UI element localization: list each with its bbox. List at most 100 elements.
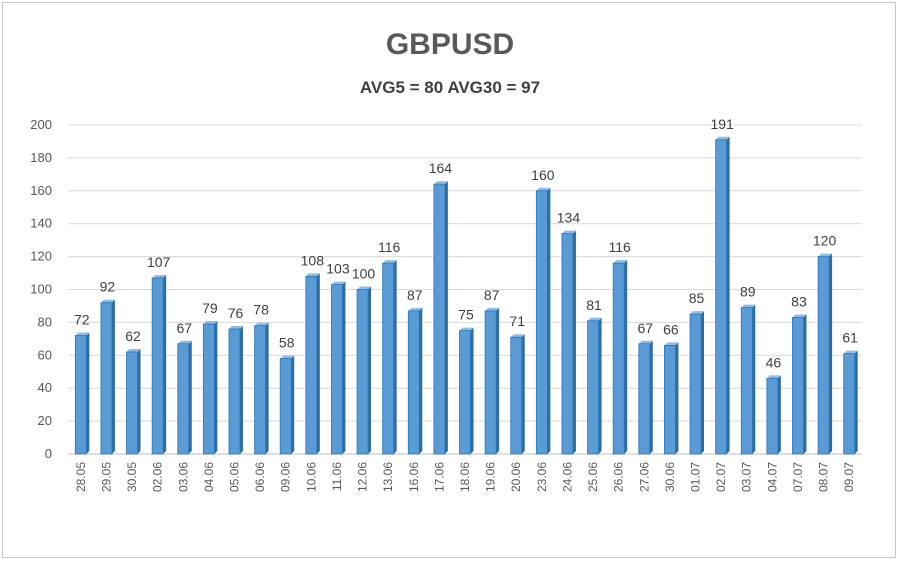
bar-front	[715, 139, 728, 455]
bar-front	[740, 307, 753, 455]
y-tick-label: 80	[38, 314, 52, 329]
bar-side	[111, 299, 115, 454]
bar-side	[316, 273, 320, 454]
bar-front	[664, 345, 676, 455]
x-tick-label: 17.06	[432, 462, 446, 492]
x-tick-label: 12.06	[356, 462, 370, 492]
bar-front	[228, 328, 241, 455]
x-tick-label: 07.07	[791, 462, 805, 492]
bar	[459, 327, 474, 455]
y-tick-label: 160	[30, 183, 52, 198]
x-tick-label: 24.06	[560, 462, 574, 492]
bar-top	[280, 355, 295, 359]
bar-side	[598, 317, 602, 454]
bar-front	[254, 325, 266, 455]
data-label: 61	[842, 330, 858, 346]
bar-top	[357, 286, 372, 290]
data-label: 67	[638, 320, 654, 336]
bar-top	[741, 304, 756, 308]
x-tick-label: 25.06	[586, 462, 600, 492]
bar-side	[265, 322, 269, 454]
bar-side	[137, 349, 141, 454]
bar-top	[331, 281, 346, 285]
bar-side	[444, 181, 448, 454]
bar	[433, 181, 448, 455]
bar-side	[675, 342, 679, 454]
bar	[126, 349, 141, 455]
bar-top	[613, 260, 628, 264]
bar-top	[382, 260, 397, 264]
bar-front	[126, 351, 138, 455]
bar-side	[752, 304, 756, 454]
x-tick-label: 10.06	[304, 462, 318, 492]
bar-front	[331, 284, 343, 455]
data-label: 78	[253, 302, 269, 318]
bar-top	[126, 349, 141, 353]
data-label: 134	[557, 210, 581, 226]
data-label: 87	[407, 287, 423, 303]
x-tick-label: 02.07	[714, 462, 728, 492]
bar-top	[228, 325, 243, 329]
x-tick-label: 30.05	[125, 462, 139, 492]
bar-side	[572, 230, 576, 454]
bar-top	[638, 340, 653, 344]
bar	[766, 375, 781, 455]
data-label: 87	[484, 287, 500, 303]
bar-side	[521, 334, 525, 454]
bar-front	[305, 275, 318, 455]
x-tick-label: 06.06	[253, 462, 267, 492]
x-tick-label: 08.07	[817, 462, 831, 492]
data-label: 164	[429, 160, 453, 176]
bar	[100, 299, 115, 455]
bar-top	[766, 375, 781, 379]
bar-side	[649, 340, 653, 454]
bar-front	[587, 320, 599, 455]
bar	[305, 273, 320, 455]
bar	[664, 342, 679, 455]
data-label: 72	[74, 312, 90, 328]
bar-top	[459, 327, 474, 331]
chart-title: GBPUSD	[385, 28, 515, 61]
data-label: 58	[279, 335, 295, 351]
bar	[561, 230, 576, 455]
x-tick-label: 04.06	[202, 462, 216, 492]
data-label: 108	[301, 252, 325, 268]
bar-front	[792, 317, 804, 455]
x-tick-label: 03.06	[176, 462, 190, 492]
x-tick-label: 13.06	[381, 462, 395, 492]
y-tick-label: 60	[38, 347, 52, 362]
bar-top	[818, 253, 833, 257]
data-label: 116	[609, 239, 632, 255]
bar-top	[75, 332, 90, 336]
x-tick-label: 26.06	[612, 462, 626, 492]
bar-front	[202, 323, 215, 455]
bar	[792, 314, 807, 455]
bar-side	[777, 375, 781, 454]
x-tick-label: 29.05	[99, 462, 113, 492]
data-label: 75	[458, 307, 474, 323]
bar-side	[163, 274, 167, 454]
x-tick-label: 11.06	[330, 462, 344, 491]
bar	[228, 325, 243, 455]
data-label: 160	[531, 167, 555, 183]
x-tick-label: 01.07	[689, 462, 703, 492]
y-tick-label: 100	[30, 282, 52, 297]
bars	[74, 136, 858, 455]
bar	[715, 136, 730, 455]
bar	[279, 355, 295, 455]
y-tick-label: 120	[30, 249, 52, 264]
data-label: 83	[791, 293, 807, 309]
bar-side	[239, 325, 243, 454]
bar	[587, 317, 602, 455]
bar-front	[74, 335, 87, 455]
bar-top	[305, 273, 320, 277]
bar-top	[664, 342, 679, 346]
bar	[74, 332, 90, 455]
x-tick-label: 28.05	[74, 462, 88, 492]
bar	[612, 260, 628, 455]
bar-front	[766, 377, 779, 455]
data-label: 66	[663, 321, 679, 337]
bar-top	[254, 322, 269, 326]
x-tick-label: 23.06	[535, 462, 549, 492]
